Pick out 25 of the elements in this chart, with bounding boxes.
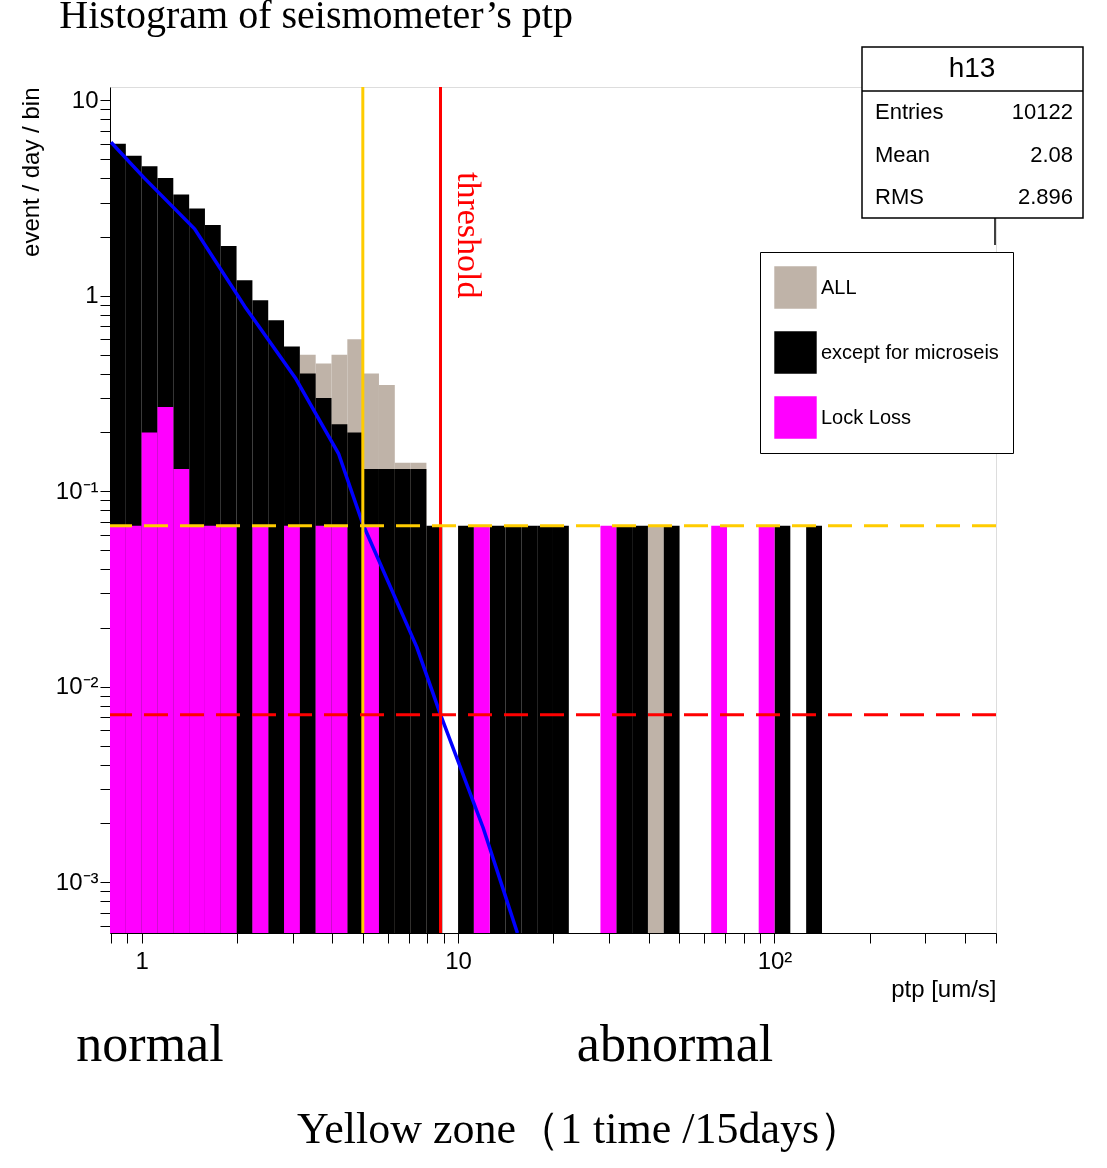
y-axis-title: event / day / bin [16,87,44,257]
annotation: Entries [875,99,944,124]
legend-label: ALL [821,275,857,298]
x-tick-label: 10² [757,946,793,974]
y-tick-label: 10⁻² [55,672,99,700]
y-tick-label: 10 [71,85,99,113]
text: normal [76,1015,224,1072]
text: 10122 [1011,99,1073,124]
legend-label: Lock Loss [821,405,912,428]
text: Yellow zone（1 time /15days） [296,1104,864,1153]
y-tick-label: 10⁻³ [55,867,99,895]
annotation: Mean [875,142,931,167]
chart-title: Histogram of seismometer’s ptp [59,0,573,38]
text: abnormal [576,1015,774,1072]
text: h13 [948,52,996,83]
text: 2.08 [1030,142,1073,167]
y-tick-label: 1 [85,281,99,309]
y-tick-label: 10⁻¹ [55,476,99,504]
ref-line-label: threshold [450,172,488,299]
x-tick-label: 10 [445,946,472,974]
x-tick-label: 1 [135,946,149,974]
annotation: RMS [875,184,924,209]
legend-label: except for microseis [821,340,999,363]
text: 2.896 [1017,184,1073,209]
x-axis-title: ptp [um/s] [891,974,997,1002]
